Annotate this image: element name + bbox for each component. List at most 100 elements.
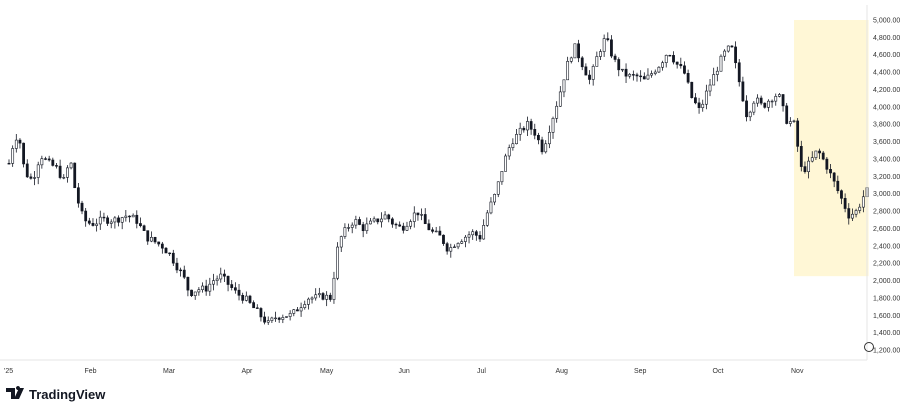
candle-body (288, 313, 292, 317)
candle-body (306, 298, 310, 305)
candle-body (29, 176, 33, 179)
candle-body (463, 236, 467, 242)
candle-body (712, 74, 716, 86)
candle-body (266, 320, 270, 323)
candle-body (66, 167, 69, 178)
candle-body (179, 269, 183, 272)
candle-body (730, 45, 734, 48)
candle-body (493, 194, 497, 203)
price-tick-label: 2,800.00 (873, 209, 900, 216)
price-tick-label: 2,400.00 (873, 243, 900, 250)
candle-body (401, 225, 405, 231)
candle-body (745, 100, 748, 118)
candle-body (204, 285, 208, 292)
candle-body (303, 304, 307, 308)
price-tick-label: 1,400.00 (873, 330, 900, 337)
candle-body (277, 317, 281, 320)
candle-body (354, 219, 358, 226)
candle-body (168, 252, 172, 255)
candle-body (854, 210, 858, 215)
time-axis: '25 Feb Mar Apr May Jun Jul Aug Sep Oct Nov (4, 368, 804, 375)
candle-body (135, 214, 139, 224)
candle-body (752, 102, 756, 113)
candle-body (518, 127, 522, 135)
price-axis: 1,200.00 1,400.00 1,600.00 1,800.00 2,000.00… (873, 18, 900, 355)
candle-body (62, 177, 66, 179)
candle-body (588, 74, 591, 80)
candle-body (343, 227, 347, 237)
candle-body (350, 224, 354, 228)
candle-body (471, 231, 475, 236)
price-tick-label: 3,600.00 (873, 139, 900, 146)
price-tick-label: 2,200.00 (873, 261, 900, 268)
time-tick-label: Jun (399, 368, 410, 375)
candle-body (610, 39, 613, 57)
candle-body (117, 217, 120, 223)
candle-body (58, 165, 62, 178)
candle-body (201, 285, 204, 290)
candle-body (95, 223, 99, 226)
candle-body (628, 74, 632, 77)
time-tick-label: Oct (713, 368, 724, 375)
candle-body (708, 84, 712, 92)
candle-body (40, 158, 44, 166)
candle-body (792, 120, 796, 123)
candle-body (259, 308, 263, 318)
candle-body (175, 262, 179, 271)
candle-body (347, 227, 350, 229)
candle-body (383, 214, 387, 220)
candle-body (858, 206, 862, 211)
candle-body (679, 64, 683, 67)
candle-body (186, 276, 190, 291)
candle-body (405, 225, 409, 231)
candle-body (120, 217, 124, 223)
candle-body (551, 118, 555, 133)
candle-body (774, 96, 778, 102)
candle-body (723, 50, 727, 57)
candle-body (310, 297, 314, 300)
tradingview-logo-icon (6, 386, 24, 399)
candle-body (683, 65, 686, 74)
candle-body (255, 307, 259, 309)
candle-body (756, 97, 759, 104)
candle-body (252, 302, 256, 309)
price-tick-label: 4,400.00 (873, 70, 900, 77)
candle-body (657, 66, 661, 73)
tradingview-logo[interactable]: TradingView (6, 386, 106, 402)
candle-body (825, 158, 829, 170)
candle-body (496, 181, 500, 195)
candle-body (14, 139, 18, 149)
candle-body (18, 139, 22, 144)
candle-body (427, 223, 431, 231)
candle-body (285, 316, 288, 318)
candle-body (577, 43, 580, 59)
candle-body (785, 105, 789, 124)
candle-body (507, 147, 511, 157)
candle-body (562, 79, 566, 93)
candle-body (336, 246, 340, 279)
candle-body (164, 247, 168, 254)
candle-body (734, 46, 737, 64)
candle-body (814, 150, 818, 158)
candle-body (376, 218, 380, 223)
candle-body (595, 56, 599, 67)
price-tick-label: 3,800.00 (873, 122, 900, 129)
candle-body (182, 269, 186, 278)
candle-body (620, 68, 624, 71)
scale-toggle-icon[interactable] (864, 342, 874, 352)
candle-body (832, 172, 836, 182)
candle-body (807, 160, 811, 172)
candle-body (274, 317, 277, 320)
candle-body (741, 81, 745, 102)
candle-body (591, 66, 595, 80)
candle-body (529, 121, 533, 130)
candle-body (799, 146, 803, 167)
candle-body (438, 230, 442, 236)
candle-body (467, 234, 471, 238)
candle-body (55, 165, 58, 167)
candle-body (22, 142, 26, 165)
candle-body (522, 127, 526, 131)
candle-body (796, 120, 800, 147)
candle-body (73, 162, 77, 189)
candle-body (580, 57, 584, 68)
